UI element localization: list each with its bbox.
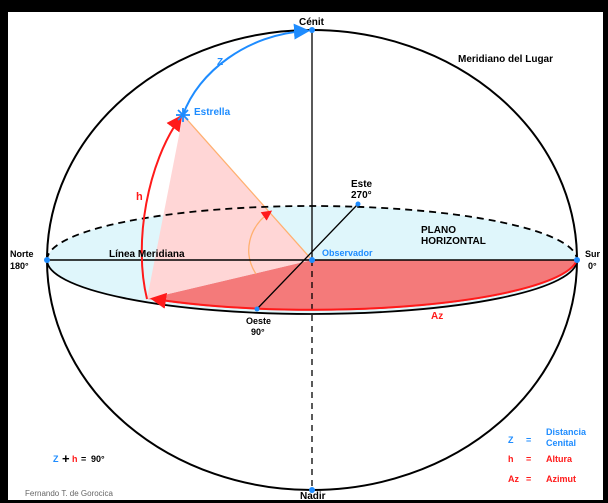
legend-z-text-2: Cenital	[546, 438, 576, 448]
horizon-front	[46, 259, 578, 315]
west-label: Oeste	[246, 316, 271, 326]
credit-text: Fernando T. de Gorocica	[25, 489, 113, 498]
south-degrees-label: 0°	[588, 261, 597, 271]
west-degrees-label: 90°	[251, 327, 265, 337]
east-point	[355, 201, 361, 207]
projection-line	[182, 114, 313, 261]
legend-z-eq: =	[526, 435, 531, 445]
zenith-label: Cénit	[299, 17, 325, 28]
meridian-line-label: Línea Meridiana	[109, 249, 185, 260]
formula-h: h	[72, 454, 78, 464]
altitude-label: h	[136, 191, 143, 203]
azimuth-arc	[150, 259, 578, 311]
east-label: Este	[351, 179, 373, 190]
observer-point	[309, 257, 315, 263]
formula-z: Z	[53, 454, 59, 464]
azimuth-sector	[147, 260, 577, 311]
altitude-arc	[140, 114, 183, 300]
zenith-point	[309, 27, 315, 33]
celestial-sphere-diagram: Cénit Nadir Meridiano del Lugar Estrella…	[8, 12, 603, 500]
west-point	[254, 306, 260, 312]
star-label: Estrella	[194, 107, 231, 118]
north-degrees-label: 180°	[10, 261, 29, 271]
observer-label: Observador	[322, 248, 373, 258]
plane-label-line1: PLANO	[421, 225, 456, 236]
legend-h-eq: =	[526, 454, 531, 464]
legend-z-symbol: Z	[508, 435, 514, 445]
nadir-point	[309, 487, 315, 493]
star-icon	[176, 108, 190, 122]
plane-label-line2: HORIZONTAL	[421, 236, 486, 247]
zenith-distance-arc	[182, 23, 310, 116]
legend-z-text-1: Distancia	[546, 427, 587, 437]
east-west-line	[256, 203, 359, 310]
north-point	[44, 257, 50, 263]
formula-value: 90°	[91, 454, 105, 464]
legend-h-text: Altura	[546, 454, 573, 464]
legend-az-symbol: Az	[508, 474, 519, 484]
south-label: Sur	[585, 249, 601, 259]
angle-arc	[248, 210, 273, 275]
east-degrees-label: 270°	[351, 190, 372, 201]
local-meridian-label: Meridiano del Lugar	[458, 54, 553, 65]
nadir-label: Nadir	[300, 491, 326, 500]
formula-eq: =	[81, 454, 86, 464]
diagram-svg: Cénit Nadir Meridiano del Lugar Estrella…	[10, 17, 601, 500]
legend-h-symbol: h	[508, 454, 514, 464]
north-label: Norte	[10, 249, 34, 259]
formula: Z + h = 90°	[53, 451, 105, 466]
legend-az-text: Azimut	[546, 474, 576, 484]
legend-az-eq: =	[526, 474, 531, 484]
altitude-triangle	[147, 115, 312, 299]
azimuth-label: Az	[431, 311, 443, 322]
south-point	[574, 257, 580, 263]
formula-plus: +	[62, 451, 70, 466]
legend: Z = Distancia Cenital h = Altura Az = Az…	[508, 427, 587, 484]
zenith-distance-label: Z	[217, 57, 223, 68]
